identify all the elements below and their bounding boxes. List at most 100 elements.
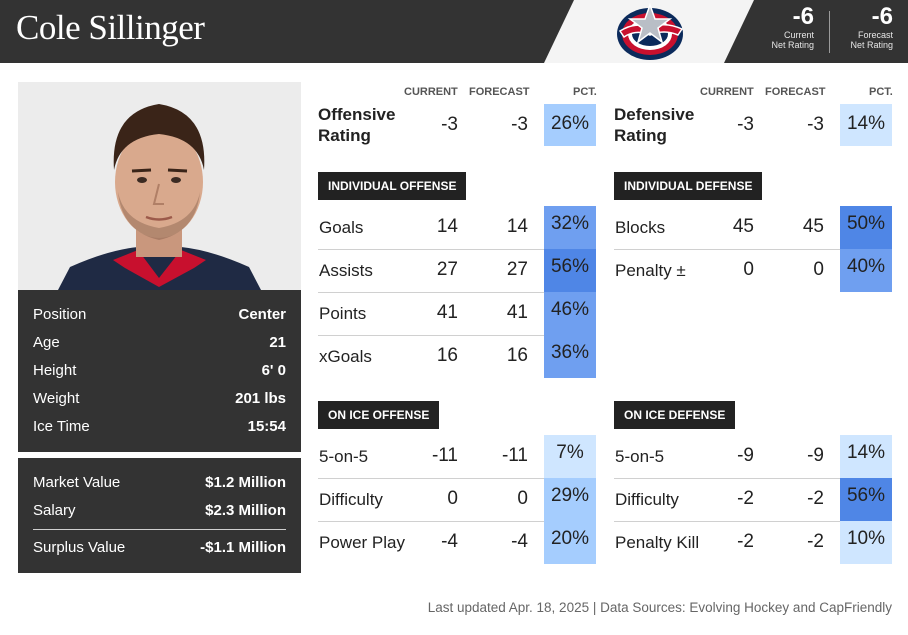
stat-label: xGoals <box>319 347 372 366</box>
salary-row: Salary $2.3 Million <box>33 496 286 524</box>
stat-label: Blocks <box>615 218 666 237</box>
stat-row: Blocks 45 45 50% <box>614 206 892 249</box>
forecast-net-rating-value: -6 <box>871 3 893 30</box>
stat-forecast: -2 <box>807 488 824 509</box>
defensive-rating: Defensive Rating -3 -3 14% <box>614 104 892 146</box>
stat-forecast: 27 <box>506 259 528 280</box>
stat-current: -4 <box>441 531 458 552</box>
stat-pct: 46% <box>544 292 596 335</box>
offensive-rating-label-line-2: Rating <box>318 126 371 145</box>
market-value-label: Market Value <box>33 473 121 491</box>
stat-label: Penalty Kill <box>615 533 700 552</box>
salary-value: $2.3 Million <box>205 501 286 519</box>
stat-pct: 32% <box>544 206 596 249</box>
defensive-rating-current: -3 <box>737 114 754 135</box>
bio-value: 201 lbs <box>235 389 286 407</box>
stat-forecast: 0 <box>517 488 528 509</box>
stat-pct: 56% <box>544 249 596 292</box>
bio-label: Weight <box>33 389 80 407</box>
bio-value: Center <box>238 305 286 323</box>
individual-offense-title: INDIVIDUAL OFFENSE <box>318 172 467 200</box>
offensive-rating-label: Offensive Rating <box>318 104 428 146</box>
blue-jackets-logo-icon <box>617 2 684 60</box>
stat-pct: 14% <box>840 435 892 478</box>
bio-label: Age <box>33 333 60 351</box>
bio-row-height: Height 6' 0 <box>33 356 286 384</box>
salary-label: Salary <box>33 501 76 519</box>
row-divider <box>614 248 840 250</box>
stat-forecast: -11 <box>501 445 528 466</box>
bio-row-ice-time: Ice Time 15:54 <box>33 412 286 440</box>
stat-row: Points 41 41 46% <box>318 292 596 335</box>
col-head-pct: PCT. <box>573 86 597 98</box>
current-net-rating-label-2: Net Rating <box>771 40 814 50</box>
on-ice-offense-title: ON ICE OFFENSE <box>318 401 440 429</box>
col-head-pct: PCT. <box>869 86 893 98</box>
stat-forecast: 16 <box>506 345 528 366</box>
bio-label: Position <box>33 305 87 323</box>
market-value-value: $1.2 Million <box>205 473 286 491</box>
stat-label: Assists <box>319 261 373 280</box>
offensive-rating-pct: 26% <box>544 104 596 146</box>
offensive-rating-current: -3 <box>441 114 458 135</box>
bio-row-age: Age 21 <box>33 328 286 356</box>
stat-row: Goals 14 14 32% <box>318 206 596 249</box>
row-divider <box>614 477 840 479</box>
offensive-rating-forecast: -3 <box>511 114 528 135</box>
stat-label: Points <box>319 304 367 323</box>
stat-pct: 56% <box>840 478 892 521</box>
stat-current: -2 <box>737 488 754 509</box>
bio-label: Height <box>33 361 77 379</box>
stat-label: Penalty ± <box>615 261 686 280</box>
stat-forecast: -9 <box>807 445 824 466</box>
bio-row-weight: Weight 201 lbs <box>33 384 286 412</box>
stat-pct: 50% <box>840 206 892 249</box>
bio-panel: Position Center Age 21 Height 6' 0 Weigh… <box>18 290 301 452</box>
stat-current: 0 <box>447 488 458 509</box>
stat-pct: 10% <box>840 521 892 564</box>
defense-column-heads: CURRENT FORECAST PCT. <box>614 86 893 98</box>
stat-current: 0 <box>743 259 754 280</box>
stat-current: 45 <box>732 216 754 237</box>
defensive-rating-label-line-1: Defensive <box>614 105 695 124</box>
offense-panel: CURRENT FORECAST PCT. Offensive Rating -… <box>318 82 597 572</box>
defensive-rating-label-line-2: Rating <box>614 126 667 145</box>
stat-forecast: 0 <box>813 259 824 280</box>
bio-row-position: Position Center <box>33 300 286 328</box>
stat-row: Power Play -4 -4 20% <box>318 521 596 564</box>
row-divider <box>318 477 544 479</box>
stat-row: 5-on-5 -11 -11 7% <box>318 435 596 478</box>
stat-forecast: 14 <box>506 216 528 237</box>
stat-forecast: 41 <box>506 302 528 323</box>
col-head-forecast: FORECAST <box>765 86 826 98</box>
col-head-forecast: FORECAST <box>469 86 530 98</box>
defensive-rating-pct: 14% <box>840 104 892 146</box>
player-name: Cole Sillinger <box>16 8 205 47</box>
stat-label: Goals <box>319 218 364 237</box>
offensive-rating: Offensive Rating -3 -3 26% <box>318 104 596 146</box>
stat-row: 5-on-5 -9 -9 14% <box>614 435 892 478</box>
surplus-value-value: -$1.1 Million <box>200 538 286 556</box>
stat-label: 5-on-5 <box>615 447 665 466</box>
individual-defense-title: INDIVIDUAL DEFENSE <box>614 172 763 200</box>
contract-divider <box>33 529 286 530</box>
stat-current: -9 <box>737 445 754 466</box>
market-value-row: Market Value $1.2 Million <box>33 468 286 496</box>
net-rating-divider <box>829 11 830 53</box>
player-portrait-image <box>18 82 301 290</box>
logo-panel <box>544 0 754 63</box>
col-head-current: CURRENT <box>404 86 458 98</box>
row-divider <box>318 520 544 522</box>
stat-row: Penalty Kill -2 -2 10% <box>614 521 892 564</box>
current-net-rating-label-1: Current <box>783 30 814 40</box>
stat-pct: 29% <box>544 478 596 521</box>
stat-forecast: 45 <box>802 216 824 237</box>
stat-pct: 36% <box>544 335 596 378</box>
current-net-rating-value: -6 <box>792 3 814 30</box>
offense-column-heads: CURRENT FORECAST PCT. <box>318 86 597 98</box>
row-divider <box>614 520 840 522</box>
stat-current: 41 <box>436 302 458 323</box>
forecast-net-rating: -6 Forecast Net Rating <box>823 3 893 51</box>
bio-value: 15:54 <box>247 417 286 435</box>
stat-row: Difficulty 0 0 29% <box>318 478 596 521</box>
